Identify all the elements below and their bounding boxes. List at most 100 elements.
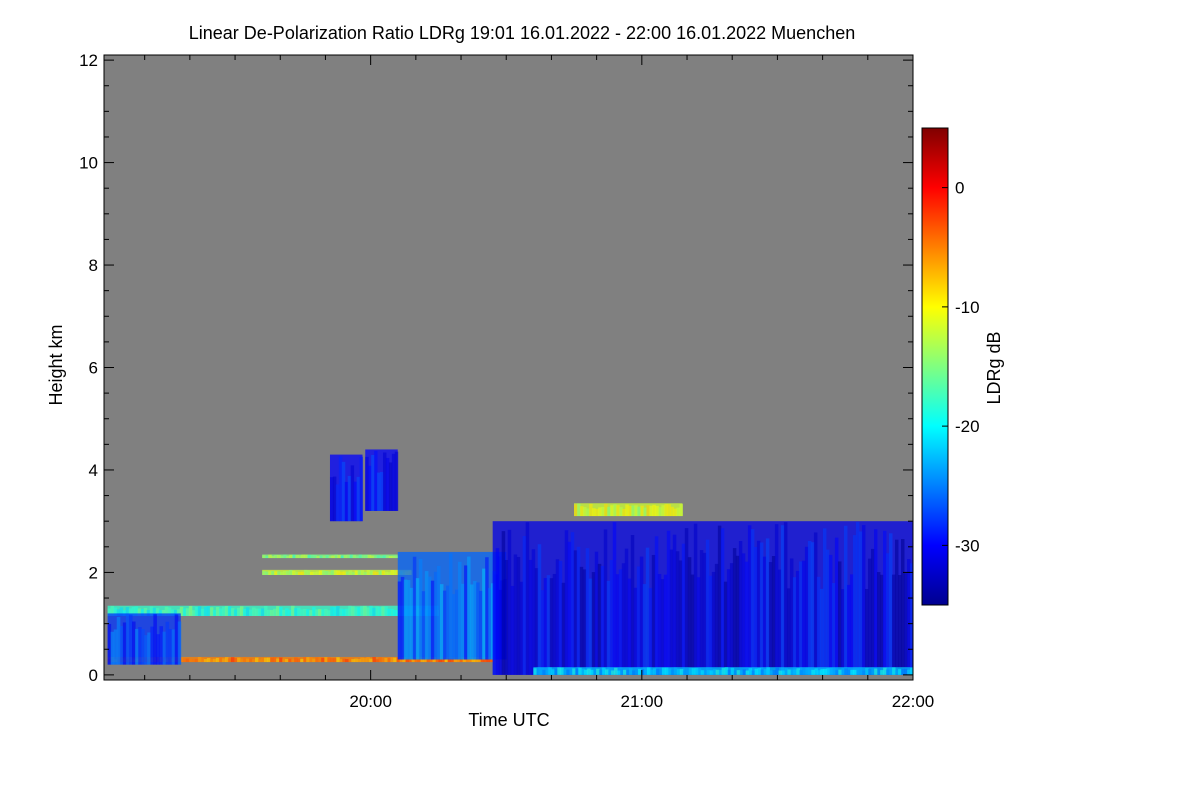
feature-column — [874, 668, 878, 675]
feature-column — [285, 608, 289, 616]
feature-column — [684, 528, 689, 675]
feature-column — [682, 670, 687, 675]
feature-column — [616, 505, 620, 517]
feature-column — [339, 608, 343, 616]
feature-column — [161, 609, 166, 616]
feature-column — [423, 657, 427, 663]
feature-column — [712, 669, 717, 675]
feature-column — [433, 571, 438, 660]
feature-column — [479, 590, 483, 660]
feature-column — [158, 610, 163, 616]
feature-column — [394, 555, 399, 559]
feature-column — [464, 565, 468, 660]
feature-column — [837, 561, 842, 675]
feature-column — [297, 658, 301, 663]
feature-column — [420, 657, 424, 663]
feature-column — [628, 505, 632, 517]
feature-column — [625, 504, 629, 517]
feature-column — [459, 658, 464, 663]
feature-column — [548, 667, 552, 675]
feature-column — [436, 565, 441, 660]
feature-thin-layer-1 — [262, 554, 399, 559]
feature-column — [658, 669, 663, 675]
feature-column — [239, 658, 244, 663]
feature-column — [390, 570, 394, 575]
feature-column — [759, 542, 764, 675]
feature-column — [735, 555, 740, 675]
feature-column — [441, 657, 446, 663]
feature-column — [715, 669, 720, 675]
feature-column — [624, 548, 629, 675]
feature-column — [690, 574, 695, 675]
feature-column — [315, 657, 319, 663]
feature-column — [132, 621, 136, 665]
feature-column — [310, 554, 314, 559]
feature-column — [409, 587, 414, 660]
feature-column — [375, 571, 380, 575]
feature-column — [342, 571, 347, 575]
feature-column — [634, 505, 638, 517]
feature-column — [587, 668, 591, 675]
feature-column — [563, 669, 567, 675]
feature-column — [730, 667, 735, 675]
feature-elevated-patch-2 — [365, 449, 399, 511]
feature-column — [841, 668, 845, 675]
feature-column — [364, 554, 369, 559]
feature-column — [110, 631, 115, 665]
colorbar-tick-label: -20 — [955, 417, 980, 436]
feature-column — [477, 659, 482, 663]
feature-column — [831, 583, 836, 675]
feature-column — [636, 566, 641, 675]
feature-column — [723, 581, 728, 675]
feature-column — [762, 556, 767, 675]
feature-column — [570, 532, 575, 675]
feature-column — [150, 626, 154, 665]
feature-column — [283, 554, 287, 559]
feature-column — [756, 540, 761, 675]
feature-column — [377, 472, 381, 511]
feature-column — [319, 555, 323, 559]
feature-column — [212, 658, 217, 663]
feature-column — [313, 555, 317, 559]
feature-column — [212, 609, 217, 616]
feature-column — [107, 608, 112, 616]
feature-column — [633, 587, 638, 675]
feature-column — [594, 551, 599, 675]
feature-column — [575, 668, 579, 675]
y-axis-label: Height km — [46, 324, 66, 405]
feature-column — [675, 551, 680, 675]
feature-column — [393, 570, 397, 575]
feature-column — [461, 583, 465, 660]
feature-column — [333, 607, 337, 616]
feature-column — [879, 574, 884, 675]
feature-column — [619, 507, 623, 517]
feature-column — [531, 549, 536, 675]
feature-aerosol-layer — [107, 605, 439, 616]
feature-column — [322, 555, 326, 559]
chart-title: Linear De-Polarization Ratio LDRg 19:01 … — [189, 23, 855, 43]
feature-column — [488, 588, 492, 660]
feature-column — [652, 668, 657, 675]
feature-column — [661, 667, 666, 675]
feature-column — [522, 536, 527, 675]
feature-column — [825, 549, 830, 675]
feature-column — [361, 555, 366, 559]
feature-column — [868, 668, 872, 675]
feature-column — [501, 531, 506, 675]
feature-column — [661, 505, 665, 517]
feature-column — [870, 548, 875, 675]
feature-column — [113, 629, 118, 665]
feature-column — [498, 589, 503, 675]
feature-column — [279, 606, 283, 616]
y-tick-label: 4 — [89, 461, 98, 480]
feature-column — [378, 570, 382, 575]
feature-column — [288, 609, 292, 616]
feature-column — [354, 658, 358, 663]
feature-column — [468, 658, 473, 663]
feature-column — [385, 555, 390, 559]
feature-column — [277, 555, 281, 559]
feature-column — [206, 657, 211, 663]
feature-column — [271, 571, 275, 575]
feature-column — [291, 659, 295, 663]
x-axis-label: Time UTC — [468, 710, 549, 730]
